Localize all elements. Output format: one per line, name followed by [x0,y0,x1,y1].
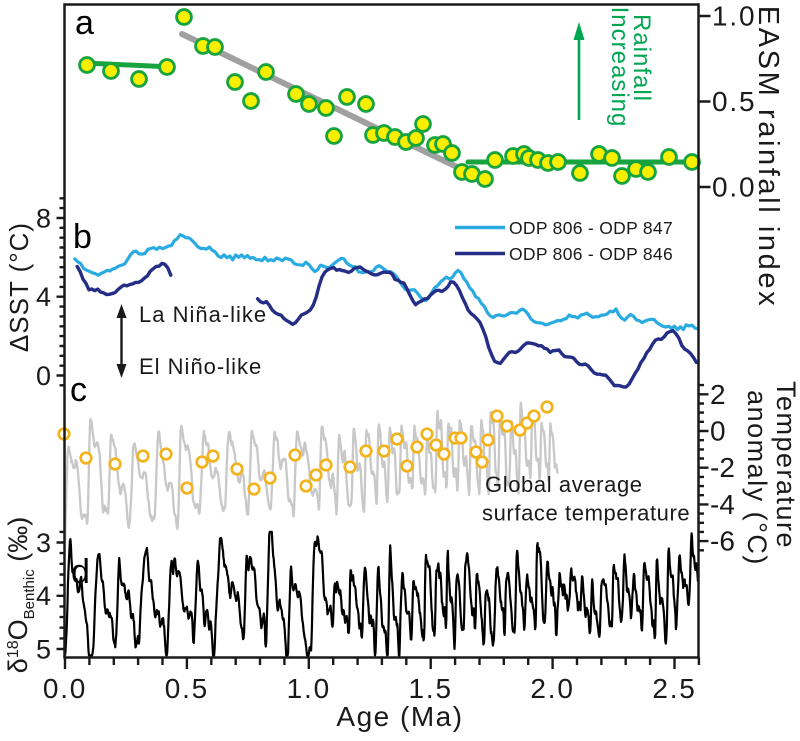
svg-text:0.0: 0.0 [712,172,756,203]
svg-text:0.0: 0.0 [43,673,87,704]
svg-text:-6: -6 [710,526,735,557]
svg-text:5: 5 [36,635,51,665]
svg-text:EASM rainfall index: EASM rainfall index [752,6,784,308]
svg-text:3: 3 [36,528,51,558]
svg-text:Age (Ma): Age (Ma) [336,701,463,732]
svg-text:Rainfall: Rainfall [628,14,655,102]
svg-text:anomaly (°C): anomaly (°C) [742,390,772,566]
svg-text:ODP 806 - ODP 847: ODP 806 - ODP 847 [509,218,673,238]
svg-text:El Niño-like: El Niño-like [139,354,262,379]
svg-text:0: 0 [710,416,726,447]
svg-text:Global average: Global average [485,472,643,497]
svg-text:d: d [71,553,90,591]
svg-text:1.0: 1.0 [287,673,331,704]
svg-text:a: a [75,4,94,42]
svg-text:4: 4 [36,581,51,611]
svg-text:1.0: 1.0 [712,1,756,32]
svg-text:-4: -4 [710,489,735,520]
svg-text:c: c [70,371,87,409]
svg-text:0: 0 [36,361,51,391]
svg-text:1.5: 1.5 [409,673,453,704]
svg-text:2.0: 2.0 [530,673,574,704]
svg-text:Increasing: Increasing [606,7,633,128]
svg-text:-2: -2 [710,452,735,483]
svg-text:b: b [73,218,92,256]
svg-text:2.5: 2.5 [652,673,696,704]
svg-text:0.5: 0.5 [712,86,756,117]
svg-text:ODP 806 - ODP 846: ODP 806 - ODP 846 [509,244,673,264]
svg-text:0.5: 0.5 [165,673,209,704]
svg-text:surface temperature: surface temperature [482,501,690,526]
svg-text:ΔSST (°C): ΔSST (°C) [4,222,34,352]
svg-text:2: 2 [710,379,726,410]
svg-text:La Niña-like: La Niña-like [139,302,267,327]
svg-text:4: 4 [36,282,51,312]
svg-text:Temperature: Temperature [771,381,800,549]
svg-text:8: 8 [36,204,51,234]
